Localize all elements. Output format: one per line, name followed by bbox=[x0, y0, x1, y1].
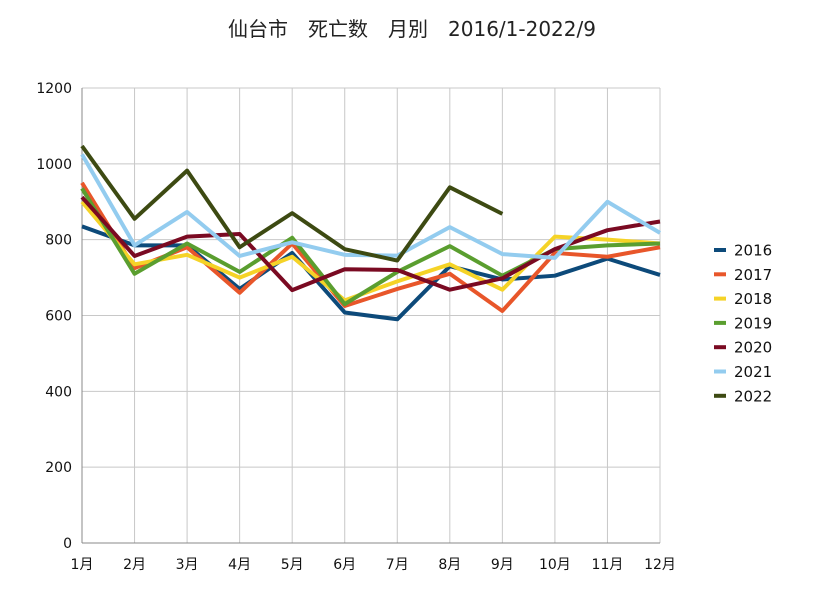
y-tick-label: 400 bbox=[45, 384, 72, 400]
y-tick-label: 200 bbox=[45, 460, 72, 476]
x-tick-label: 11月 bbox=[592, 557, 624, 573]
x-tick-label: 3月 bbox=[176, 557, 199, 573]
grid bbox=[81, 87, 661, 544]
legend-label-2019: 2019 bbox=[734, 314, 772, 332]
series-lines bbox=[80, 144, 662, 322]
series-line-2018 bbox=[80, 200, 661, 303]
x-tick-label: 2月 bbox=[123, 557, 146, 573]
legend-label-2020: 2020 bbox=[734, 339, 772, 357]
y-tick-label: 1200 bbox=[36, 81, 72, 97]
series-line-2016 bbox=[81, 224, 661, 322]
x-tick-label: 4月 bbox=[228, 557, 251, 573]
y-tick-label: 1000 bbox=[36, 157, 72, 173]
y-tick-label: 600 bbox=[45, 309, 72, 325]
x-tick-label: 9月 bbox=[491, 557, 514, 573]
series-line-2020 bbox=[80, 195, 661, 293]
series-line-2022 bbox=[80, 144, 504, 263]
y-tick-label: 800 bbox=[45, 233, 72, 249]
x-tick-label: 8月 bbox=[438, 557, 461, 573]
legend-label-2016: 2016 bbox=[734, 242, 772, 260]
x-tick-label: 5月 bbox=[281, 557, 304, 573]
x-tick-label: 12月 bbox=[644, 557, 676, 573]
legend-label-2022: 2022 bbox=[734, 387, 772, 405]
x-tick-label: 10月 bbox=[539, 557, 571, 573]
x-tick-label: 1月 bbox=[71, 557, 94, 573]
legend: 2016 2017 2018 2019 2020 2021 2022 bbox=[714, 242, 772, 405]
legend-label-2017: 2017 bbox=[734, 266, 772, 284]
legend-label-2018: 2018 bbox=[734, 290, 772, 308]
legend-label-2021: 2021 bbox=[734, 363, 772, 381]
x-tick-label: 6月 bbox=[333, 557, 356, 573]
x-tick-label: 7月 bbox=[386, 557, 409, 573]
chart-title: 仙台市 死亡数 月別 2016/1-2022/9 bbox=[228, 17, 596, 41]
y-tick-label: 0 bbox=[63, 536, 72, 552]
x-axis-ticks: 1月 2月 3月 4月 5月 6月 7月 8月 9月 10月 11月 12月 bbox=[71, 557, 676, 573]
y-axis-ticks: 0 200 400 600 800 1000 1200 bbox=[36, 81, 72, 552]
